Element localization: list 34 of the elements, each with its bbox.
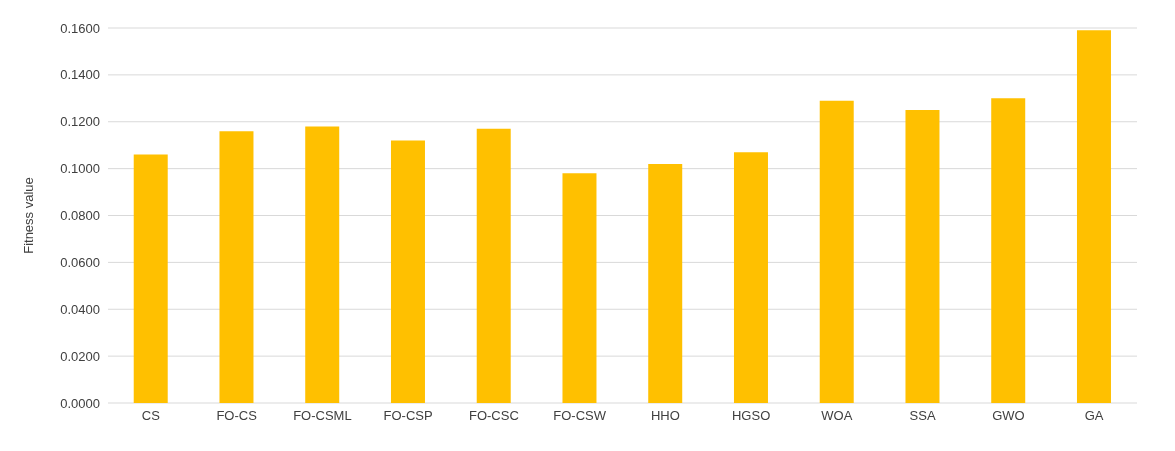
bar [305,126,340,403]
bar [219,131,254,403]
bar [476,128,511,403]
y-tick-label: 0.0000 [60,395,100,411]
bar [133,154,168,403]
bar [562,173,597,403]
x-tick-label: CS [141,408,161,424]
y-axis-title: Fitness value [20,177,36,254]
x-tick-label: FO-CSW [553,408,607,424]
bar [819,100,854,403]
x-tick-label: GA [1084,408,1104,424]
x-tick-label: HGSO [731,408,771,424]
y-tick-label: 0.0400 [60,301,100,317]
x-tick-label: FO-CS [216,408,258,424]
y-tick-label: 0.1000 [60,161,100,177]
bar [905,110,940,403]
x-tick-label: HHO [650,408,680,424]
x-tick-label: SSA [909,408,936,424]
x-tick-label: FO-CSC [468,408,519,424]
y-tick-label: 0.0800 [60,208,100,224]
y-tick-label: 0.1600 [60,20,100,36]
y-tick-label: 0.0200 [60,348,100,364]
y-tick-label: 0.1200 [60,114,100,130]
bar [390,140,425,403]
bar [733,152,768,403]
bar [648,163,683,403]
x-tick-label: FO-CSP [383,408,433,424]
x-tick-label: WOA [821,408,853,424]
x-tick-label: GWO [992,408,1025,424]
y-tick-label: 0.0600 [60,254,100,270]
bar [1076,30,1111,403]
y-tick-label: 0.1400 [60,67,100,83]
bar [991,98,1026,403]
x-tick-label: FO-CSML [293,408,352,424]
